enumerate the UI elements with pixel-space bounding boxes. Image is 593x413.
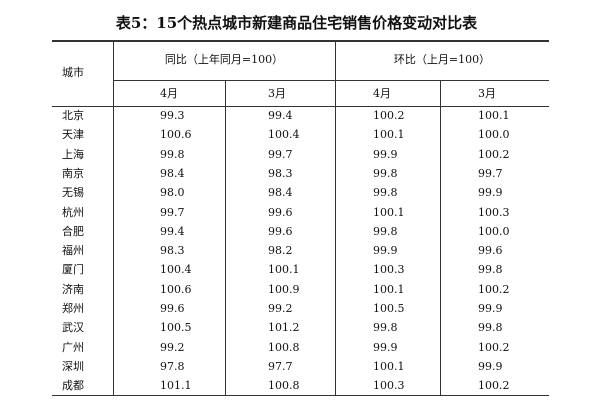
value-cell: 99.8 — [478, 263, 503, 277]
city-cell: 杭州 — [62, 205, 84, 219]
value-cell: 100.1 — [373, 282, 405, 296]
title: 表5：15个热点城市新建商品住宅销售价格变动对比表 — [115, 14, 478, 32]
value-cell: 100.2 — [478, 340, 510, 354]
col-rule — [113, 40, 114, 396]
value-cell: 100.0 — [478, 128, 510, 142]
header-mid-rule — [113, 80, 549, 81]
value-cell: 100.1 — [478, 109, 510, 122]
value-cell: 100.1 — [373, 205, 405, 219]
value-cell: 99.3 — [160, 109, 185, 122]
city-cell: 深圳 — [62, 359, 84, 373]
value-cell: 98.4 — [268, 186, 293, 200]
value-cell: 98.4 — [160, 166, 185, 180]
value-cell: 99.9 — [373, 340, 398, 354]
city-cell: 天津 — [62, 128, 84, 142]
value-cell: 99.7 — [478, 166, 503, 180]
value-cell: 99.4 — [268, 109, 293, 122]
header-bottom-rule — [52, 106, 549, 107]
col-rule — [225, 80, 226, 396]
value-cell: 99.8 — [373, 166, 398, 180]
month-header: 4月 — [160, 87, 178, 100]
value-cell: 100.3 — [478, 205, 510, 219]
value-cell: 99.8 — [478, 321, 503, 335]
value-cell: 99.4 — [160, 224, 185, 238]
city-cell: 厦门 — [62, 263, 84, 277]
value-cell: 99.2 — [160, 340, 185, 354]
value-cell: 100.0 — [478, 224, 510, 238]
value-cell: 99.8 — [373, 321, 398, 335]
value-cell: 99.9 — [478, 302, 503, 315]
month-header: 3月 — [268, 87, 286, 100]
value-cell: 99.7 — [268, 147, 293, 161]
city-cell: 济南 — [62, 282, 84, 296]
value-cell: 100.6 — [160, 128, 192, 142]
top-rule — [52, 40, 549, 42]
city-cell: 南京 — [62, 166, 84, 180]
value-cell: 99.9 — [478, 186, 503, 200]
month-header: 4月 — [373, 87, 391, 100]
city-cell: 福州 — [62, 244, 84, 258]
value-cell: 100.5 — [160, 321, 192, 335]
city-cell: 北京 — [62, 109, 84, 122]
value-cell: 98.3 — [160, 244, 185, 258]
value-cell: 100.2 — [373, 109, 405, 122]
value-cell: 99.9 — [373, 147, 398, 161]
value-cell: 100.6 — [160, 282, 192, 296]
value-cell: 100.4 — [160, 263, 192, 277]
value-cell: 100.5 — [373, 302, 405, 315]
col-rule — [440, 80, 441, 396]
value-cell: 99.6 — [160, 302, 185, 315]
value-cell: 101.2 — [268, 321, 300, 335]
value-cell: 100.3 — [373, 263, 405, 277]
value-cell: 100.2 — [478, 282, 510, 296]
value-cell: 100.1 — [373, 359, 405, 373]
city-cell: 成都 — [62, 379, 84, 393]
value-cell: 99.8 — [373, 186, 398, 200]
value-cell: 97.8 — [160, 359, 185, 373]
value-cell: 99.8 — [373, 224, 398, 238]
value-cell: 99.2 — [268, 302, 293, 315]
value-cell: 100.1 — [268, 263, 300, 277]
city-cell: 无锡 — [62, 186, 84, 200]
value-cell: 100.2 — [478, 379, 510, 393]
value-cell: 98.0 — [160, 186, 185, 200]
value-cell: 100.9 — [268, 282, 300, 296]
value-cell: 97.7 — [268, 359, 293, 373]
value-cell: 101.1 — [160, 379, 192, 393]
value-cell: 99.8 — [160, 147, 185, 161]
value-cell: 99.9 — [478, 359, 503, 373]
value-cell: 100.1 — [373, 128, 405, 142]
city-header: 城市 — [62, 66, 84, 79]
value-cell: 100.8 — [268, 340, 300, 354]
value-cell: 99.9 — [373, 244, 398, 258]
col-rule — [335, 40, 336, 396]
yoy-header: 同比（上年同月=100） — [164, 53, 284, 66]
city-cell: 合肥 — [62, 224, 84, 238]
city-cell: 郑州 — [62, 302, 84, 315]
value-cell: 100.4 — [268, 128, 300, 142]
month-header: 3月 — [478, 87, 496, 100]
value-cell: 99.6 — [268, 224, 293, 238]
value-cell: 100.8 — [268, 379, 300, 393]
value-cell: 100.2 — [478, 147, 510, 161]
value-cell: 98.3 — [268, 166, 293, 180]
mom-header: 环比（上月=100） — [393, 53, 491, 66]
value-cell: 99.7 — [160, 205, 185, 219]
city-cell: 上海 — [62, 147, 84, 161]
value-cell: 99.6 — [268, 205, 293, 219]
value-cell: 99.6 — [478, 244, 503, 258]
value-cell: 98.2 — [268, 244, 293, 258]
value-cell: 100.3 — [373, 379, 405, 393]
city-cell: 广州 — [62, 340, 84, 354]
city-cell: 武汉 — [62, 321, 84, 335]
bottom-rule — [52, 395, 549, 396]
